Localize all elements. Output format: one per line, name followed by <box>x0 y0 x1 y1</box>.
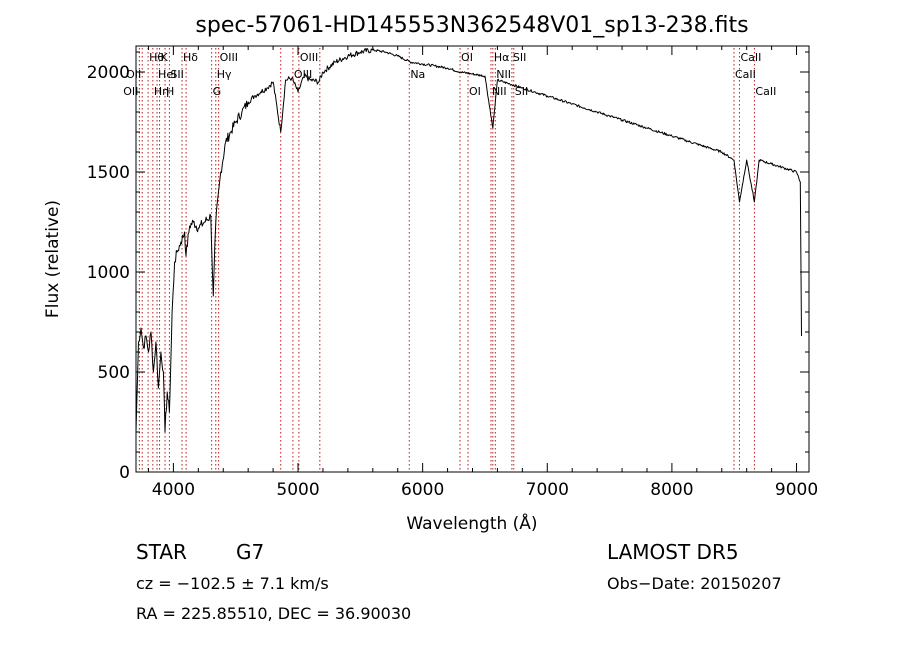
line-label-22-0: NII <box>496 68 511 81</box>
x-tick-label-5: 9000 <box>775 480 818 500</box>
line-label-7-0: SII <box>170 68 183 81</box>
y-axis-label: Flux (relative) <box>43 200 63 318</box>
line-label-11-0: Hγ <box>217 68 232 81</box>
spectral-line-markers <box>138 48 755 472</box>
chart-title: spec-57061-HD145553N362548V01_sp13-238.f… <box>195 13 748 38</box>
y-tick-label-4: 2000 <box>87 63 130 83</box>
x-axis-label: Wavelength (Å) <box>406 512 537 534</box>
survey-name: LAMOST DR5 <box>607 540 739 564</box>
line-label-12-0: OIII <box>220 51 238 64</box>
plot-frame <box>135 45 810 473</box>
line-label-6-0: H <box>166 85 174 98</box>
spectrum-series-line <box>135 47 802 433</box>
line-label-5-0: K <box>161 51 169 64</box>
radial-velocity: cz = −102.5 ± 7.1 km/s <box>136 574 329 593</box>
line-label-26-0: CaII <box>740 51 761 64</box>
object-type: STAR <box>136 540 187 564</box>
y-tick-label-3: 1500 <box>87 163 130 183</box>
line-label-19-0: OI <box>469 85 481 98</box>
line-label-20-0: NII <box>492 85 507 98</box>
sky-coordinates: RA = 225.85510, DEC = 36.90030 <box>136 604 412 623</box>
line-label-4-0: HeI <box>158 68 176 81</box>
line-label-2-0: Hθ <box>149 51 164 64</box>
x-tick-label-1: 5000 <box>276 480 319 500</box>
line-label-0-0: OII <box>123 85 138 98</box>
x-axis-ticks: 4000 5000 6000 7000 8000 9000 <box>147 46 818 500</box>
y-tick-label-0: 0 <box>119 463 130 483</box>
line-label-27-0: CaII <box>755 85 776 98</box>
line-label-23-0: SII <box>513 51 526 64</box>
line-label-18-0: OI <box>461 51 473 64</box>
line-label-21-0: Hα <box>494 51 510 64</box>
line-label-24-0: SII <box>515 85 528 98</box>
line-label-17-0: Na <box>410 68 425 81</box>
line-label-15-0: OIII <box>300 51 318 64</box>
line-label-3-0: Hη <box>154 85 169 98</box>
x-tick-label-4: 8000 <box>650 480 693 500</box>
spectrum-chart: spec-57061-HD145553N362548V01_sp13-238.f… <box>43 13 818 534</box>
line-label-1-0: OII <box>126 68 141 81</box>
line-label-10-0: G <box>213 85 222 98</box>
line-label-8-0: Hδ <box>183 51 198 64</box>
x-tick-label-2: 6000 <box>401 480 444 500</box>
y-tick-label-2: 1000 <box>87 263 130 283</box>
observation-date: Obs−Date: 20150207 <box>607 574 782 593</box>
x-tick-label-0: 4000 <box>152 480 195 500</box>
y-axis-ticks: 0 500 1000 1500 2000 <box>87 51 809 483</box>
line-label-25-0: CaII <box>735 68 756 81</box>
spectral-subclass: G7 <box>236 540 265 564</box>
y-tick-label-1: 500 <box>98 363 130 383</box>
x-tick-label-3: 7000 <box>526 480 569 500</box>
spectral-line-labels: OIIOIIHθHηHeIKHSIIHδGHγOIIIOIIIOIIINaOIO… <box>123 51 776 98</box>
